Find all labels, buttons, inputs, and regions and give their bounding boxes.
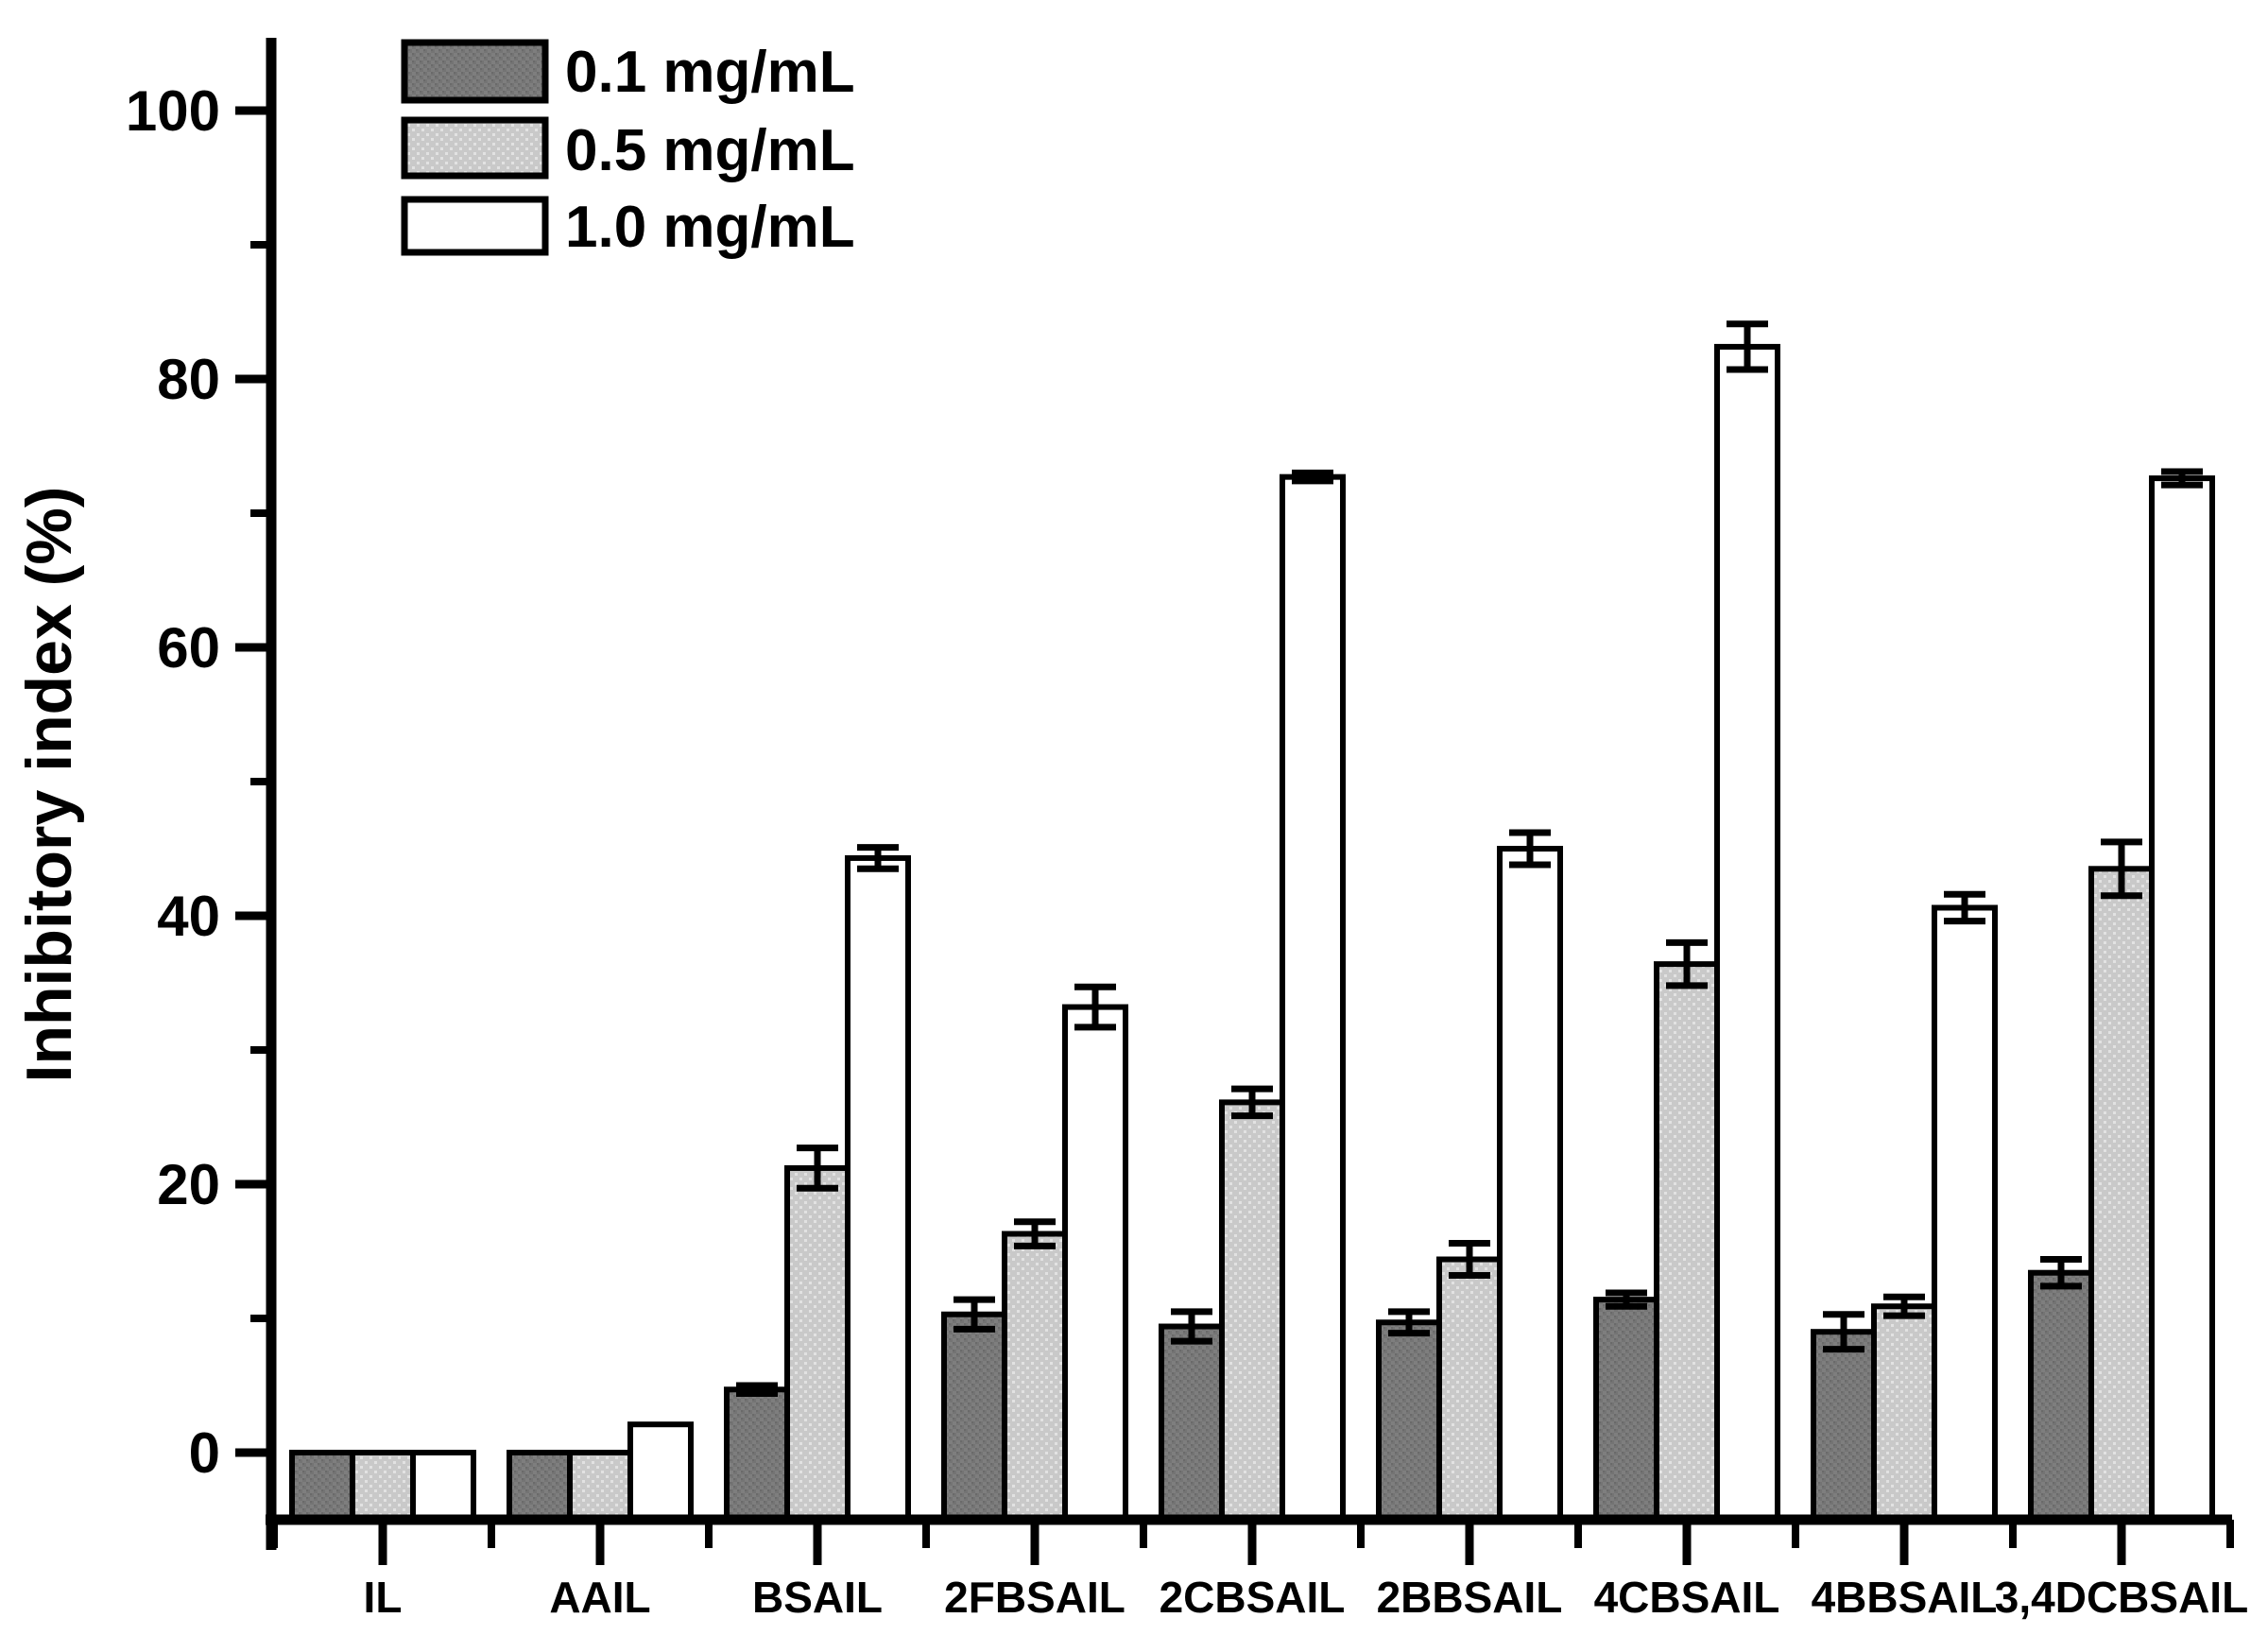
y-tick-label-60: 60 [157,616,220,680]
error-bar-4BBSAIL-0.1 mg/mL [1823,1311,1864,1353]
x-tick-label-BSAIL: BSAIL [752,1573,883,1622]
bar-BSAIL-1.0 mg/mL [845,854,911,1523]
bar-AAIL-0.1 mg/mL [507,1450,573,1523]
error-bar-2FBSAIL-0.1 mg/mL [954,1296,995,1333]
y-tick-label-0: 0 [189,1421,220,1485]
bar-BSAIL-0.1 mg/mL [724,1386,790,1523]
error-bar-2FBSAIL-1.0 mg/mL [1074,983,1116,1031]
axes-group [235,38,2234,1565]
bar-AAIL-0.5 mg/mL [567,1450,633,1523]
error-bar-4CBSAIL-0.5 mg/mL [1666,938,1708,990]
bar-2FBSAIL-0.5 mg/mL [1002,1231,1068,1523]
bar-2CBSAIL-1.0 mg/mL [1280,473,1346,1523]
error-bar-4CBSAIL-1.0 mg/mL [1727,320,1768,373]
error-bar-BSAIL-1.0 mg/mL [857,844,899,872]
bar-2BBSAIL-0.1 mg/mL [1376,1319,1442,1523]
bar-AAIL-1.0 mg/mL [627,1421,694,1523]
x-tick-label-4CBSAIL: 4CBSAIL [1594,1573,1780,1622]
bar-4CBSAIL-0.1 mg/mL [1593,1297,1659,1523]
error-bar-2FBSAIL-0.5 mg/mL [1014,1218,1056,1249]
legend-label-0.5mgml: 0.5 mg/mL [565,118,855,183]
error-bars-group [736,320,2203,1398]
legend-swatch-0.5mgml [401,116,549,180]
y-tick-label-80: 80 [157,348,220,411]
bar-2CBSAIL-0.5 mg/mL [1219,1099,1285,1523]
bar-4CBSAIL-0.5 mg/mL [1654,961,1720,1523]
error-bar-4BBSAIL-0.5 mg/mL [1883,1293,1925,1319]
x-tick-label-4BBSAIL: 4BBSAIL [1812,1573,1998,1622]
bar-IL-0.5 mg/mL [350,1450,416,1523]
bar-4CBSAIL-1.0 mg/mL [1714,343,1780,1523]
bar-2BBSAIL-0.5 mg/mL [1436,1256,1503,1523]
x-tick-label-IL: IL [364,1573,403,1622]
error-bar-4BBSAIL-1.0 mg/mL [1944,890,1985,925]
error-bar-BSAIL-0.5 mg/mL [797,1144,838,1192]
error-bar-3,4DCBSAIL-0.5 mg/mL [2101,838,2142,900]
error-bar-2BBSAIL-1.0 mg/mL [1509,829,1551,869]
y-tick-label-100: 100 [126,79,220,143]
legend: 0.1 mg/mL 0.5 mg/mL 1.0 mg/mL [401,39,855,260]
bar-2CBSAIL-0.1 mg/mL [1159,1323,1225,1523]
bar-2FBSAIL-1.0 mg/mL [1062,1004,1128,1523]
x-tick-label-3,4DCBSAIL: 3,4DCBSAIL [1995,1573,2248,1622]
error-bar-2CBSAIL-0.1 mg/mL [1171,1308,1212,1345]
error-bar-2CBSAIL-0.5 mg/mL [1231,1085,1273,1120]
bars-group [289,343,2215,1523]
error-bar-BSAIL-0.1 mg/mL [736,1382,778,1398]
bar-BSAIL-0.5 mg/mL [784,1164,850,1523]
bar-4BBSAIL-0.5 mg/mL [1871,1303,1937,1523]
bar-3,4DCBSAIL-0.1 mg/mL [2028,1269,2094,1523]
y-tick-label-40: 40 [157,885,220,948]
bar-3,4DCBSAIL-0.5 mg/mL [2088,866,2155,1523]
y-tick-label-20: 20 [157,1153,220,1216]
legend-swatch-1.0mgml [401,196,549,256]
bar-2BBSAIL-1.0 mg/mL [1497,846,1563,1523]
bar-3,4DCBSAIL-1.0 mg/mL [2149,475,2215,1523]
y-axis-title: Inhibitory index (%) [13,487,85,1083]
legend-label-0.1mgml: 0.1 mg/mL [565,40,855,105]
bar-IL-0.1 mg/mL [289,1450,355,1523]
error-bar-3,4DCBSAIL-1.0 mg/mL [2161,468,2203,489]
error-bar-3,4DCBSAIL-0.1 mg/mL [2040,1256,2082,1290]
error-bar-2BBSAIL-0.5 mg/mL [1449,1239,1490,1280]
bar-2FBSAIL-0.1 mg/mL [941,1311,1007,1523]
legend-swatch-0.1mgml [401,39,549,104]
legend-label-1.0mgml: 1.0 mg/mL [565,195,855,260]
x-tick-label-2CBSAIL: 2CBSAIL [1160,1573,1346,1622]
x-tick-label-2FBSAIL: 2FBSAIL [944,1573,1125,1622]
bar-4BBSAIL-1.0 mg/mL [1932,904,1998,1523]
x-tick-label-2BBSAIL: 2BBSAIL [1377,1573,1563,1622]
bar-IL-1.0 mg/mL [410,1450,476,1523]
error-bar-2CBSAIL-1.0 mg/mL [1292,469,1333,485]
error-bar-4CBSAIL-0.1 mg/mL [1606,1289,1647,1310]
bar-4BBSAIL-0.1 mg/mL [1811,1329,1877,1523]
tick-labels-group: IL AAIL BSAIL 2FBSAIL 2CBSAIL 2BBSAIL 4CBSAIL 4… [126,79,2248,1622]
x-tick-label-AAIL: AAIL [549,1573,650,1622]
error-bar-2BBSAIL-0.1 mg/mL [1388,1308,1430,1337]
